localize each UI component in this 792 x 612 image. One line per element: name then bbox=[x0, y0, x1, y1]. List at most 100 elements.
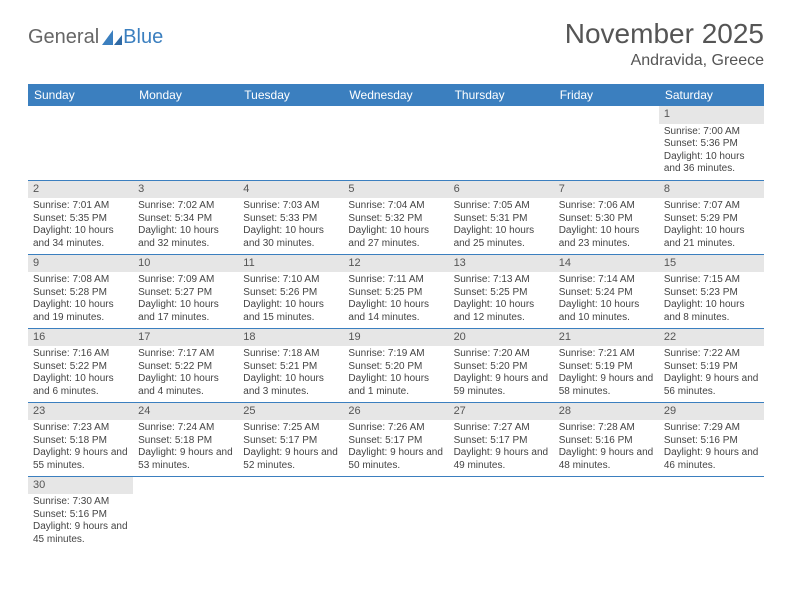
day-details: Sunrise: 7:07 AMSunset: 5:29 PMDaylight:… bbox=[659, 198, 764, 253]
calendar-cell bbox=[343, 106, 448, 180]
day-details: Sunrise: 7:14 AMSunset: 5:24 PMDaylight:… bbox=[554, 272, 659, 327]
daylight-text: Daylight: 10 hours and 19 minutes. bbox=[33, 299, 128, 324]
day-number: 24 bbox=[133, 403, 238, 421]
day-details: Sunrise: 7:27 AMSunset: 5:17 PMDaylight:… bbox=[449, 420, 554, 475]
calendar-cell: 3Sunrise: 7:02 AMSunset: 5:34 PMDaylight… bbox=[133, 180, 238, 254]
day-details: Sunrise: 7:24 AMSunset: 5:18 PMDaylight:… bbox=[133, 420, 238, 475]
sunset-text: Sunset: 5:29 PM bbox=[664, 213, 759, 226]
daylight-text: Daylight: 10 hours and 15 minutes. bbox=[243, 299, 338, 324]
calendar-cell: 1Sunrise: 7:00 AMSunset: 5:36 PMDaylight… bbox=[659, 106, 764, 180]
sunset-text: Sunset: 5:31 PM bbox=[454, 213, 549, 226]
sunrise-text: Sunrise: 7:09 AM bbox=[138, 274, 233, 287]
daylight-text: Daylight: 10 hours and 3 minutes. bbox=[243, 373, 338, 398]
calendar-cell: 11Sunrise: 7:10 AMSunset: 5:26 PMDayligh… bbox=[238, 254, 343, 328]
day-details: Sunrise: 7:21 AMSunset: 5:19 PMDaylight:… bbox=[554, 346, 659, 401]
calendar-cell: 22Sunrise: 7:22 AMSunset: 5:19 PMDayligh… bbox=[659, 328, 764, 402]
sunrise-text: Sunrise: 7:14 AM bbox=[559, 274, 654, 287]
daylight-text: Daylight: 10 hours and 25 minutes. bbox=[454, 225, 549, 250]
day-details: Sunrise: 7:26 AMSunset: 5:17 PMDaylight:… bbox=[343, 420, 448, 475]
sunrise-text: Sunrise: 7:05 AM bbox=[454, 200, 549, 213]
calendar-cell bbox=[554, 476, 659, 550]
sunrise-text: Sunrise: 7:18 AM bbox=[243, 348, 338, 361]
sunset-text: Sunset: 5:30 PM bbox=[559, 213, 654, 226]
day-number: 12 bbox=[343, 255, 448, 273]
calendar-cell: 10Sunrise: 7:09 AMSunset: 5:27 PMDayligh… bbox=[133, 254, 238, 328]
calendar-row: 2Sunrise: 7:01 AMSunset: 5:35 PMDaylight… bbox=[28, 180, 764, 254]
sunset-text: Sunset: 5:17 PM bbox=[454, 435, 549, 448]
sunset-text: Sunset: 5:16 PM bbox=[664, 435, 759, 448]
calendar-cell: 7Sunrise: 7:06 AMSunset: 5:30 PMDaylight… bbox=[554, 180, 659, 254]
sunrise-text: Sunrise: 7:21 AM bbox=[559, 348, 654, 361]
calendar-cell: 17Sunrise: 7:17 AMSunset: 5:22 PMDayligh… bbox=[133, 328, 238, 402]
daylight-text: Daylight: 10 hours and 17 minutes. bbox=[138, 299, 233, 324]
sunset-text: Sunset: 5:25 PM bbox=[348, 287, 443, 300]
daylight-text: Daylight: 9 hours and 56 minutes. bbox=[664, 373, 759, 398]
calendar-cell bbox=[659, 476, 764, 550]
sunrise-text: Sunrise: 7:10 AM bbox=[243, 274, 338, 287]
calendar-cell: 18Sunrise: 7:18 AMSunset: 5:21 PMDayligh… bbox=[238, 328, 343, 402]
calendar-cell: 20Sunrise: 7:20 AMSunset: 5:20 PMDayligh… bbox=[449, 328, 554, 402]
calendar-cell: 2Sunrise: 7:01 AMSunset: 5:35 PMDaylight… bbox=[28, 180, 133, 254]
day-number: 2 bbox=[28, 181, 133, 199]
calendar-cell: 19Sunrise: 7:19 AMSunset: 5:20 PMDayligh… bbox=[343, 328, 448, 402]
day-number: 19 bbox=[343, 329, 448, 347]
sunrise-text: Sunrise: 7:28 AM bbox=[559, 422, 654, 435]
day-number: 17 bbox=[133, 329, 238, 347]
calendar-cell: 30Sunrise: 7:30 AMSunset: 5:16 PMDayligh… bbox=[28, 476, 133, 550]
day-number: 21 bbox=[554, 329, 659, 347]
day-number: 26 bbox=[343, 403, 448, 421]
weekday-header: Tuesday bbox=[238, 84, 343, 106]
day-number: 3 bbox=[133, 181, 238, 199]
calendar-cell: 6Sunrise: 7:05 AMSunset: 5:31 PMDaylight… bbox=[449, 180, 554, 254]
page-subtitle: Andravida, Greece bbox=[565, 52, 764, 70]
day-number: 27 bbox=[449, 403, 554, 421]
calendar-row: 9Sunrise: 7:08 AMSunset: 5:28 PMDaylight… bbox=[28, 254, 764, 328]
sunrise-text: Sunrise: 7:07 AM bbox=[664, 200, 759, 213]
day-number: 30 bbox=[28, 477, 133, 495]
day-number bbox=[659, 477, 764, 493]
sunset-text: Sunset: 5:19 PM bbox=[559, 361, 654, 374]
calendar-cell: 15Sunrise: 7:15 AMSunset: 5:23 PMDayligh… bbox=[659, 254, 764, 328]
day-number bbox=[343, 477, 448, 493]
calendar-cell bbox=[449, 476, 554, 550]
sunset-text: Sunset: 5:22 PM bbox=[33, 361, 128, 374]
calendar-row: 16Sunrise: 7:16 AMSunset: 5:22 PMDayligh… bbox=[28, 328, 764, 402]
daylight-text: Daylight: 9 hours and 52 minutes. bbox=[243, 447, 338, 472]
calendar-cell: 16Sunrise: 7:16 AMSunset: 5:22 PMDayligh… bbox=[28, 328, 133, 402]
calendar-cell: 13Sunrise: 7:13 AMSunset: 5:25 PMDayligh… bbox=[449, 254, 554, 328]
sunrise-text: Sunrise: 7:04 AM bbox=[348, 200, 443, 213]
sunset-text: Sunset: 5:33 PM bbox=[243, 213, 338, 226]
calendar-table: Sunday Monday Tuesday Wednesday Thursday… bbox=[28, 84, 764, 550]
sunset-text: Sunset: 5:17 PM bbox=[243, 435, 338, 448]
brand-part2: Blue bbox=[123, 26, 163, 49]
daylight-text: Daylight: 10 hours and 34 minutes. bbox=[33, 225, 128, 250]
day-number: 15 bbox=[659, 255, 764, 273]
day-details: Sunrise: 7:09 AMSunset: 5:27 PMDaylight:… bbox=[133, 272, 238, 327]
day-number: 8 bbox=[659, 181, 764, 199]
sunset-text: Sunset: 5:26 PM bbox=[243, 287, 338, 300]
daylight-text: Daylight: 10 hours and 30 minutes. bbox=[243, 225, 338, 250]
calendar-row: 1Sunrise: 7:00 AMSunset: 5:36 PMDaylight… bbox=[28, 106, 764, 180]
sunrise-text: Sunrise: 7:06 AM bbox=[559, 200, 654, 213]
header: General Blue November 2025 Andravida, Gr… bbox=[0, 0, 792, 78]
sunset-text: Sunset: 5:32 PM bbox=[348, 213, 443, 226]
sunrise-text: Sunrise: 7:29 AM bbox=[664, 422, 759, 435]
calendar-cell: 29Sunrise: 7:29 AMSunset: 5:16 PMDayligh… bbox=[659, 402, 764, 476]
calendar-cell: 23Sunrise: 7:23 AMSunset: 5:18 PMDayligh… bbox=[28, 402, 133, 476]
sail-icon bbox=[101, 29, 123, 47]
day-number: 7 bbox=[554, 181, 659, 199]
day-number: 29 bbox=[659, 403, 764, 421]
daylight-text: Daylight: 9 hours and 55 minutes. bbox=[33, 447, 128, 472]
day-number: 18 bbox=[238, 329, 343, 347]
day-number bbox=[449, 477, 554, 493]
day-number bbox=[554, 106, 659, 122]
daylight-text: Daylight: 9 hours and 50 minutes. bbox=[348, 447, 443, 472]
sunset-text: Sunset: 5:36 PM bbox=[664, 138, 759, 151]
sunrise-text: Sunrise: 7:13 AM bbox=[454, 274, 549, 287]
calendar-cell bbox=[449, 106, 554, 180]
day-number: 4 bbox=[238, 181, 343, 199]
sunset-text: Sunset: 5:24 PM bbox=[559, 287, 654, 300]
day-details: Sunrise: 7:20 AMSunset: 5:20 PMDaylight:… bbox=[449, 346, 554, 401]
sunrise-text: Sunrise: 7:17 AM bbox=[138, 348, 233, 361]
sunrise-text: Sunrise: 7:19 AM bbox=[348, 348, 443, 361]
